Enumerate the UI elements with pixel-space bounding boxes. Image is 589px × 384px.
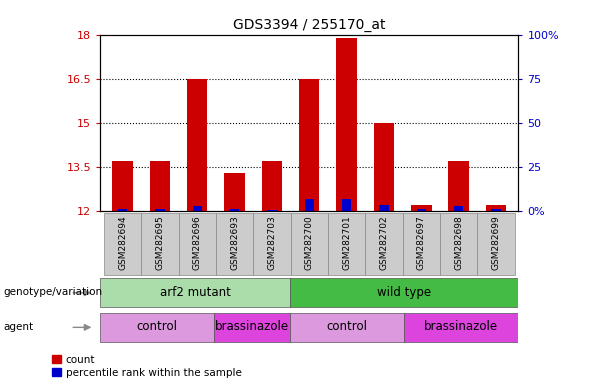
Bar: [336, 38, 357, 211]
Bar: [253, 213, 290, 275]
Text: agent: agent: [3, 322, 33, 332]
Text: genotype/variation: genotype/variation: [3, 287, 102, 297]
Bar: [290, 278, 518, 308]
Bar: [262, 161, 282, 211]
Bar: [477, 213, 515, 275]
Bar: [342, 199, 351, 211]
Bar: [402, 213, 440, 275]
Bar: [440, 213, 477, 275]
Bar: [141, 213, 178, 275]
Bar: [328, 213, 365, 275]
Bar: [299, 79, 319, 211]
Bar: [454, 206, 463, 211]
Bar: [448, 161, 469, 211]
Bar: [224, 173, 245, 211]
Text: GSM282697: GSM282697: [417, 215, 426, 270]
Text: GSM282694: GSM282694: [118, 215, 127, 270]
Bar: [216, 213, 253, 275]
Bar: [290, 213, 328, 275]
Bar: [178, 213, 216, 275]
Bar: [267, 210, 277, 211]
Bar: [305, 199, 314, 211]
Text: GSM282702: GSM282702: [379, 215, 388, 270]
Bar: [150, 161, 170, 211]
Bar: [100, 313, 214, 342]
Bar: [230, 209, 239, 211]
Text: GSM282693: GSM282693: [230, 215, 239, 270]
Bar: [404, 313, 518, 342]
Bar: [491, 209, 501, 211]
Text: brassinazole: brassinazole: [215, 320, 289, 333]
Text: GSM282699: GSM282699: [491, 215, 501, 270]
Title: GDS3394 / 255170_at: GDS3394 / 255170_at: [233, 18, 385, 32]
Bar: [214, 313, 290, 342]
Bar: [486, 205, 506, 211]
Bar: [290, 313, 404, 342]
Text: control: control: [137, 320, 178, 333]
Bar: [100, 278, 290, 308]
Bar: [112, 161, 133, 211]
Bar: [379, 205, 389, 211]
Bar: [118, 209, 127, 211]
Bar: [155, 209, 164, 211]
Bar: [373, 123, 394, 211]
Bar: [411, 205, 432, 211]
Text: GSM282700: GSM282700: [305, 215, 314, 270]
Text: arf2 mutant: arf2 mutant: [160, 286, 231, 299]
Bar: [104, 213, 141, 275]
Bar: [187, 79, 207, 211]
Text: wild type: wild type: [377, 286, 431, 299]
Legend: count, percentile rank within the sample: count, percentile rank within the sample: [52, 355, 241, 378]
Text: control: control: [327, 320, 368, 333]
Text: GSM282703: GSM282703: [267, 215, 276, 270]
Bar: [193, 206, 202, 211]
Bar: [416, 209, 426, 211]
Text: GSM282695: GSM282695: [155, 215, 164, 270]
Text: brassinazole: brassinazole: [424, 320, 498, 333]
Text: GSM282701: GSM282701: [342, 215, 351, 270]
Text: GSM282698: GSM282698: [454, 215, 463, 270]
Bar: [365, 213, 402, 275]
Text: GSM282696: GSM282696: [193, 215, 201, 270]
